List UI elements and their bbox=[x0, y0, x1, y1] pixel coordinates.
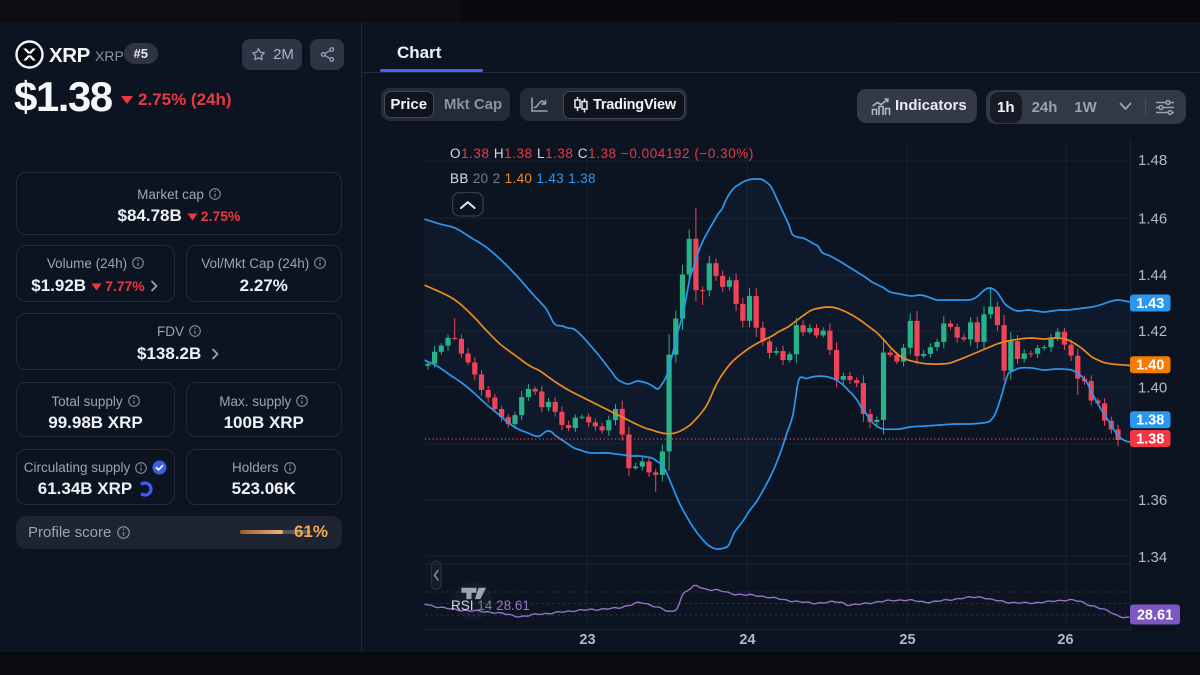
svg-text:O1.38 H1.38 L1.38 C1.38 −0: O1.38 H1.38 L1.38 C1.38 −0.004192 (−0.30… bbox=[450, 146, 754, 161]
svg-text:1.43: 1.43 bbox=[1136, 296, 1164, 312]
svg-text:26: 26 bbox=[1057, 632, 1073, 648]
svg-text:1.44: 1.44 bbox=[1138, 267, 1167, 284]
svg-text:1.46: 1.46 bbox=[1138, 210, 1167, 227]
svg-text:28.61: 28.61 bbox=[1137, 608, 1173, 624]
svg-text:RSI 14 28.61: RSI 14 28.61 bbox=[451, 598, 530, 613]
svg-text:1.34: 1.34 bbox=[1138, 549, 1167, 566]
svg-text:1.42: 1.42 bbox=[1138, 323, 1167, 340]
svg-text:1.36: 1.36 bbox=[1138, 492, 1167, 509]
svg-text:23: 23 bbox=[579, 632, 595, 648]
svg-text:BB 20 2 1.40 1.43 1.38: BB 20 2 1.40 1.43 1.38 bbox=[450, 171, 596, 186]
svg-text:24: 24 bbox=[739, 632, 755, 648]
svg-text:1.38: 1.38 bbox=[1136, 432, 1164, 448]
svg-text:1.40: 1.40 bbox=[1136, 358, 1164, 374]
svg-text:1.38: 1.38 bbox=[1136, 413, 1164, 429]
svg-text:1.48: 1.48 bbox=[1138, 152, 1167, 169]
svg-text:1.40: 1.40 bbox=[1138, 379, 1167, 396]
svg-text:25: 25 bbox=[899, 632, 915, 648]
